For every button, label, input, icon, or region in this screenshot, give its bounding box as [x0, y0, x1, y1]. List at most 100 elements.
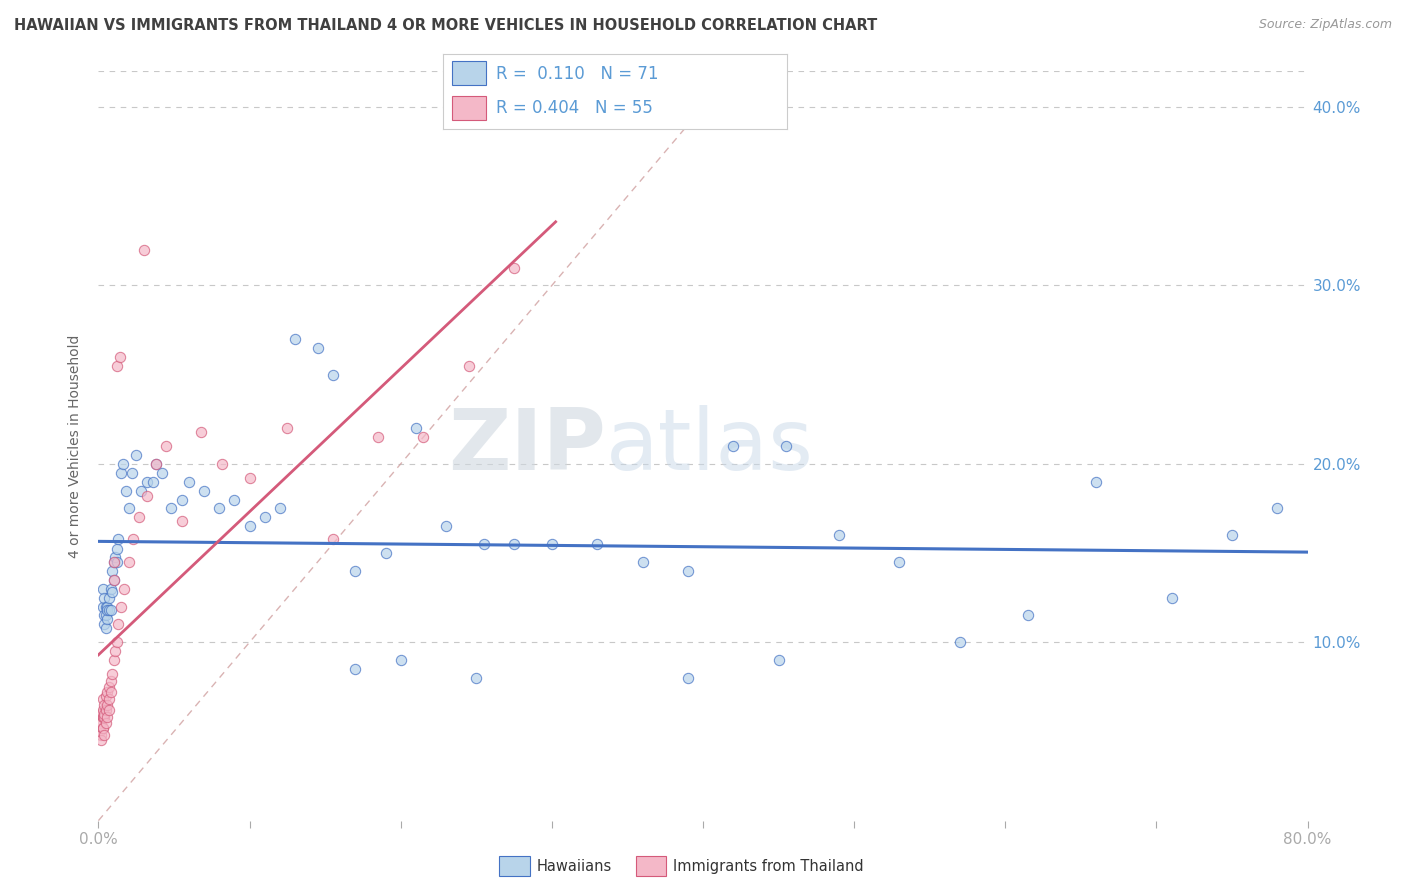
Point	[322, 368, 344, 382]
Point	[190, 425, 212, 439]
Point	[121, 466, 143, 480]
Point	[91, 582, 114, 596]
Text: Immigrants from Thailand: Immigrants from Thailand	[673, 859, 865, 873]
Point	[775, 439, 797, 453]
Point	[631, 555, 654, 569]
Point	[98, 603, 121, 617]
Point	[98, 680, 121, 694]
Point	[104, 549, 127, 564]
Text: atlas: atlas	[606, 404, 814, 488]
Point	[322, 532, 344, 546]
Point	[91, 710, 114, 724]
Point	[93, 706, 115, 721]
Point	[108, 350, 131, 364]
Point	[344, 564, 367, 578]
Point	[828, 528, 851, 542]
Point	[135, 489, 157, 503]
Point	[155, 439, 177, 453]
Point	[128, 510, 150, 524]
Point	[100, 582, 122, 596]
Point	[284, 332, 307, 346]
Point	[540, 537, 562, 551]
Point	[89, 715, 111, 730]
Point	[676, 671, 699, 685]
Point	[307, 341, 329, 355]
Point	[122, 532, 145, 546]
Point	[91, 710, 114, 724]
Point	[374, 546, 396, 560]
Point	[170, 492, 193, 507]
Point	[125, 448, 148, 462]
Point	[96, 612, 118, 626]
Point	[94, 703, 117, 717]
Point	[94, 715, 117, 730]
Point	[239, 519, 262, 533]
Point	[118, 501, 141, 516]
Text: R = 0.404   N = 55: R = 0.404 N = 55	[496, 99, 654, 117]
Point	[90, 715, 112, 730]
Point	[90, 728, 112, 742]
Point	[150, 466, 173, 480]
Point	[91, 599, 114, 614]
Point	[93, 698, 115, 712]
Point	[367, 430, 389, 444]
Point	[94, 621, 117, 635]
Point	[93, 710, 115, 724]
Point	[105, 635, 128, 649]
Point	[135, 475, 157, 489]
Point	[1085, 475, 1108, 489]
Point	[1220, 528, 1243, 542]
Text: R =  0.110   N = 71: R = 0.110 N = 71	[496, 65, 659, 83]
Point	[145, 457, 167, 471]
Point	[105, 555, 128, 569]
Point	[239, 471, 262, 485]
Text: HAWAIIAN VS IMMIGRANTS FROM THAILAND 4 OR MORE VEHICLES IN HOUSEHOLD CORRELATION: HAWAIIAN VS IMMIGRANTS FROM THAILAND 4 O…	[14, 18, 877, 33]
Point	[105, 542, 128, 557]
FancyBboxPatch shape	[451, 96, 486, 120]
Point	[389, 653, 412, 667]
Point	[503, 537, 526, 551]
Point	[179, 475, 201, 489]
Point	[142, 475, 165, 489]
Text: ZIP: ZIP	[449, 404, 606, 488]
Point	[211, 457, 233, 471]
Point	[118, 555, 141, 569]
Point	[676, 564, 699, 578]
Point	[93, 728, 115, 742]
Point	[100, 685, 122, 699]
Point	[723, 439, 745, 453]
Text: Hawaiians: Hawaiians	[537, 859, 613, 873]
Point	[96, 685, 118, 699]
Point	[94, 608, 117, 623]
Point	[269, 501, 291, 516]
Point	[949, 635, 972, 649]
Point	[98, 692, 121, 706]
Point	[101, 585, 124, 599]
Point	[586, 537, 609, 551]
Point	[110, 599, 132, 614]
Text: Source: ZipAtlas.com: Source: ZipAtlas.com	[1258, 18, 1392, 31]
Point	[94, 689, 117, 703]
Point	[103, 555, 125, 569]
Point	[1160, 591, 1182, 605]
Point	[107, 617, 129, 632]
Point	[405, 421, 427, 435]
Point	[112, 582, 135, 596]
Point	[89, 724, 111, 739]
Point	[91, 721, 114, 735]
Point	[103, 573, 125, 587]
Point	[100, 674, 122, 689]
Point	[103, 653, 125, 667]
Point	[129, 483, 152, 498]
Point	[103, 573, 125, 587]
Point	[98, 703, 121, 717]
Point	[111, 457, 134, 471]
Point	[104, 644, 127, 658]
Point	[132, 243, 155, 257]
Point	[276, 421, 298, 435]
Point	[91, 703, 114, 717]
Point	[1017, 608, 1039, 623]
Point	[107, 532, 129, 546]
Point	[412, 430, 434, 444]
Point	[101, 667, 124, 681]
